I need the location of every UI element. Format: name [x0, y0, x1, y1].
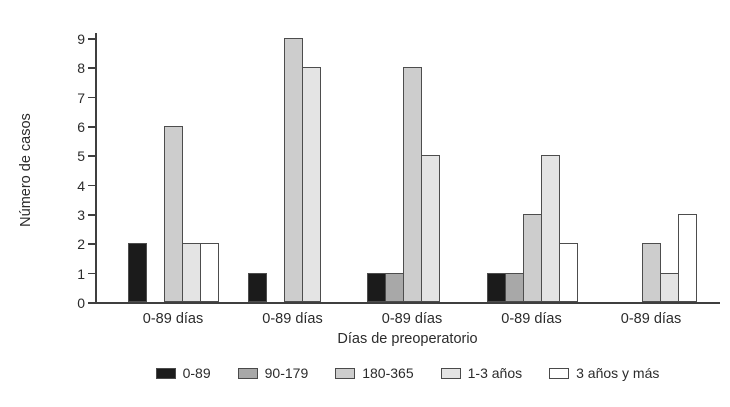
y-tick-label: 2: [77, 236, 85, 253]
bar-90-179-group3: [385, 272, 404, 302]
y-tick-label: 5: [77, 148, 85, 165]
y-tick: [88, 67, 95, 69]
x-tick-label: 0-89 días: [262, 311, 323, 327]
y-tick-label: 3: [77, 207, 85, 223]
legend-item-3-años-y-más: 3 años y más: [549, 365, 659, 381]
y-tick: [88, 302, 95, 304]
bar-0-89-group1: [128, 243, 147, 302]
legend-swatch-icon: [237, 367, 258, 379]
legend-item-90-179: 90-179: [237, 365, 309, 381]
bar-0-89-group4: [486, 272, 506, 302]
x-tick-label: 0-89 días: [501, 311, 562, 327]
x-axis-line: [95, 302, 720, 304]
legend-item-1-3-años: 1-3 años: [440, 365, 523, 381]
y-tick: [88, 38, 95, 40]
legend: 0-89 90-179 180-365 1-3 años 3 años y más: [95, 362, 720, 384]
bar-0-89-group2: [247, 272, 267, 302]
y-tick: [88, 155, 95, 157]
y-tick-label: 8: [77, 60, 85, 77]
x-tick-label: 0-89 días: [381, 311, 443, 327]
bar-180-365-group1: [164, 126, 183, 302]
x-tick-label: 0-89 días: [620, 311, 682, 327]
bar-3-años-y-más-group1: [200, 243, 219, 302]
legend-item-0-89: 0-89: [155, 365, 211, 381]
y-tick-label: 0: [77, 295, 85, 311]
y-tick-label: 9: [77, 31, 85, 47]
bar-3-años-y-más-group4: [558, 243, 578, 302]
legend-swatch-icon: [335, 367, 356, 379]
y-tick: [88, 243, 95, 245]
legend-swatch-icon: [155, 367, 176, 379]
y-tick-label: 7: [77, 89, 85, 106]
y-tick: [88, 184, 95, 187]
legend-item-180-365: 180-365: [335, 365, 414, 381]
y-tick-label: 4: [77, 177, 85, 194]
bar-1-3-años-group4: [540, 155, 560, 302]
y-tick-label: 6: [77, 119, 85, 135]
y-tick: [88, 96, 95, 99]
legend-label: 180-365: [362, 365, 414, 381]
x-tick-label: 0-89 días: [142, 311, 204, 327]
bar-180-365-group2: [283, 38, 303, 302]
y-tick-label: 1: [77, 265, 85, 282]
legend-swatch-icon: [440, 367, 461, 379]
bar-1-3-años-group3: [421, 155, 440, 302]
bar-1-3-años-group5: [660, 272, 679, 302]
bar-180-365-group4: [522, 214, 542, 302]
x-axis-title: Días de preoperatorio: [337, 331, 478, 347]
y-tick: [88, 126, 95, 128]
bar-0-89-group3: [367, 272, 386, 302]
bar-3-años-y-más-group5: [678, 214, 697, 302]
y-axis-title: Número de casos: [18, 113, 34, 227]
legend-label: 1-3 años: [467, 365, 523, 381]
bar-180-365-group5: [642, 243, 661, 302]
legend-swatch-icon: [549, 367, 570, 379]
bar-1-3-años-group1: [182, 243, 201, 302]
y-axis-line: [95, 33, 97, 304]
legend-label: 3 años y más: [576, 365, 660, 381]
legend-label: 90-179: [264, 365, 309, 381]
bar-180-365-group3: [403, 67, 422, 302]
y-tick: [88, 272, 95, 275]
bar-90-179-group4: [504, 272, 524, 302]
y-tick: [88, 214, 95, 216]
bar-1-3-años-group2: [301, 67, 321, 302]
legend-label: 0-89: [182, 365, 211, 381]
